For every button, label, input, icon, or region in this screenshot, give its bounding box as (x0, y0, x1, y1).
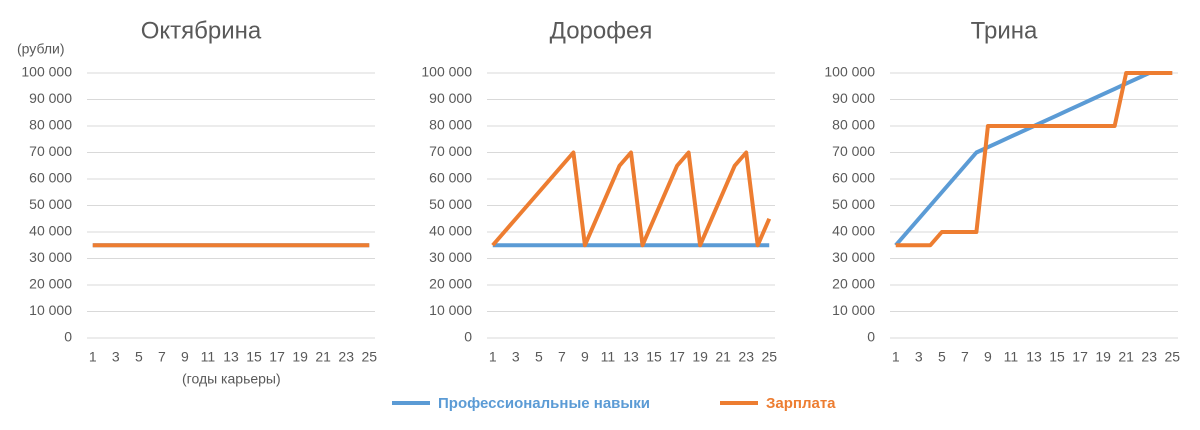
y-tick-label: 40 000 (429, 223, 472, 239)
y-tick-label: 50 000 (29, 196, 72, 212)
x-tick-label: 25 (361, 349, 377, 365)
x-tick-label: 3 (112, 349, 120, 365)
chart-title: Трина (971, 17, 1038, 44)
x-tick-label: 11 (1004, 349, 1019, 365)
x-tick-label: 11 (201, 349, 216, 365)
x-tick-label: 9 (181, 349, 189, 365)
x-tick-label: 5 (135, 349, 143, 365)
x-tick-label: 25 (1164, 349, 1180, 365)
x-tick-label: 25 (761, 349, 777, 365)
x-tick-label: 3 (915, 349, 923, 365)
y-tick-label: 0 (867, 329, 875, 345)
series-line (895, 71, 1173, 248)
y-tick-label: 20 000 (832, 276, 875, 292)
y-tick-label: 10 000 (29, 302, 72, 318)
y-tick-label: 50 000 (832, 196, 875, 212)
legend-label: Зарплата (766, 395, 836, 412)
y-tick-label: 60 000 (832, 170, 875, 186)
x-tick-label: 21 (315, 349, 331, 365)
x-tick-label: 7 (961, 349, 969, 365)
y-tick-label: 20 000 (29, 276, 72, 292)
y-tick-label: 100 000 (21, 64, 72, 80)
y-tick-label: 70 000 (429, 143, 472, 159)
y-tick-label: 80 000 (29, 117, 72, 133)
x-tick-label: 23 (1141, 349, 1157, 365)
y-tick-label: 100 000 (421, 64, 472, 80)
x-tick-label: 1 (89, 349, 97, 365)
x-tick-label: 1 (489, 349, 497, 365)
y-tick-label: 10 000 (832, 302, 875, 318)
x-tick-label: 13 (623, 349, 639, 365)
x-tick-label: 21 (1118, 349, 1134, 365)
chart-title: Октябрина (141, 17, 262, 44)
x-tick-label: 19 (692, 349, 708, 365)
y-tick-label: 80 000 (832, 117, 875, 133)
x-tick-label: 21 (715, 349, 731, 365)
y-tick-label: 60 000 (29, 170, 72, 186)
y-tick-label: 10 000 (429, 302, 472, 318)
x-tick-label: 9 (984, 349, 992, 365)
x-tick-label: 19 (1095, 349, 1111, 365)
y-tick-label: 30 000 (429, 249, 472, 265)
x-tick-label: 7 (158, 349, 166, 365)
x-tick-label: 17 (269, 349, 285, 365)
series-line (491, 150, 772, 248)
x-tick-label: 17 (669, 349, 685, 365)
x-tick-label: 15 (646, 349, 662, 365)
y-tick-label: 0 (64, 329, 72, 345)
y-tick-label: 60 000 (429, 170, 472, 186)
y-tick-label: 30 000 (832, 249, 875, 265)
x-axis-label: (годы карьеры) (182, 371, 281, 387)
y-tick-label: 90 000 (29, 90, 72, 106)
y-tick-label: 90 000 (429, 90, 472, 106)
x-tick-label: 15 (1049, 349, 1065, 365)
legend-label: Профессиональные навыки (438, 395, 650, 412)
x-tick-label: 5 (535, 349, 543, 365)
y-tick-label: 30 000 (29, 249, 72, 265)
x-tick-label: 5 (938, 349, 946, 365)
x-tick-label: 1 (892, 349, 900, 365)
y-tick-label: 70 000 (29, 143, 72, 159)
series-line (894, 71, 1173, 247)
y-tick-label: 20 000 (429, 276, 472, 292)
x-tick-label: 13 (1026, 349, 1042, 365)
y-tick-label: 50 000 (429, 196, 472, 212)
x-tick-label: 17 (1072, 349, 1088, 365)
x-tick-label: 19 (292, 349, 308, 365)
x-tick-label: 9 (581, 349, 589, 365)
y-tick-label: 80 000 (429, 117, 472, 133)
x-tick-label: 23 (738, 349, 754, 365)
x-tick-label: 11 (601, 349, 616, 365)
x-tick-label: 15 (246, 349, 262, 365)
y-tick-label: 90 000 (832, 90, 875, 106)
y-tick-label: 40 000 (832, 223, 875, 239)
y-tick-label: 100 000 (824, 64, 875, 80)
x-tick-label: 3 (512, 349, 520, 365)
chart-title: Дорофея (550, 17, 653, 44)
y-tick-label: 70 000 (832, 143, 875, 159)
x-tick-label: 7 (558, 349, 566, 365)
y-tick-label: 0 (464, 329, 472, 345)
x-tick-label: 23 (338, 349, 354, 365)
y-tick-label: 40 000 (29, 223, 72, 239)
y-axis-label: (рубли) (17, 41, 65, 57)
x-tick-label: 13 (223, 349, 239, 365)
